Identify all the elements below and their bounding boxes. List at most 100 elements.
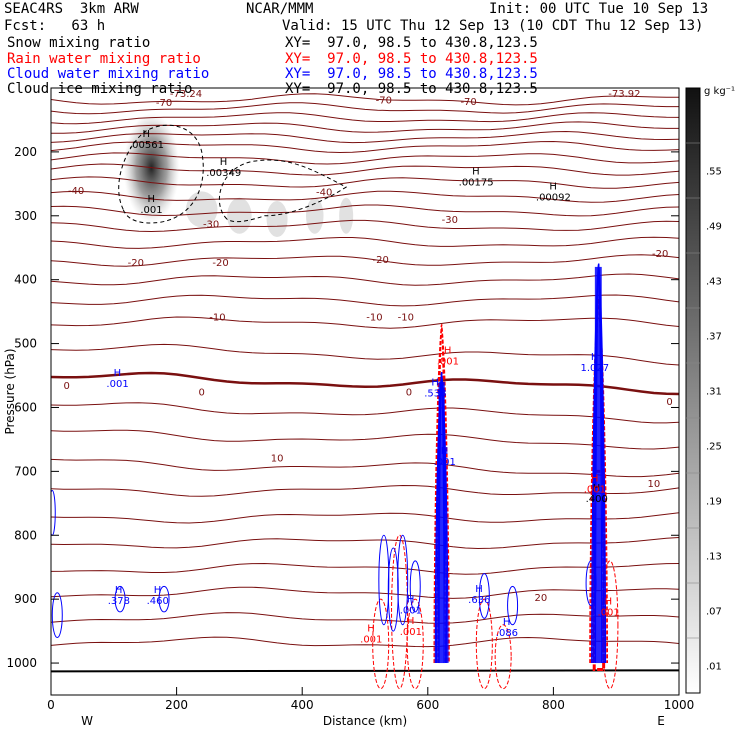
x-axis-label: Distance (km): [323, 714, 407, 728]
temperature-label: -20: [652, 249, 668, 260]
cloud-core: [438, 381, 445, 664]
temperature-line: [51, 204, 679, 217]
temperature-line: [51, 429, 679, 450]
maximum-marker: H: [147, 194, 155, 205]
y-tick-label: 800: [14, 528, 37, 542]
maximum-label: .460: [147, 596, 169, 607]
temperature-label: -70: [376, 96, 392, 107]
temperature-label: -70: [156, 98, 172, 109]
colorbar-tick-label: .19: [706, 497, 722, 508]
cloud-cell: [478, 573, 490, 619]
field-snow-name: Snow mixing ratio: [7, 35, 151, 51]
y-tick-label: 700: [14, 464, 37, 478]
maximum-label: .538: [424, 389, 446, 400]
forecast-hour: Fcst: 63 h: [4, 18, 106, 34]
maximum-marker: H: [441, 446, 449, 457]
colorbar-tick-label: .31: [706, 387, 722, 398]
temperature-line: [51, 254, 679, 267]
maximum-marker: H: [114, 368, 122, 379]
maximum-marker: H: [407, 595, 415, 606]
temperature-line: [51, 294, 679, 307]
field-cloud-name: Cloud water mixing ratio: [7, 66, 210, 82]
maximum-label: .00349: [206, 168, 241, 179]
maximum-marker: H: [431, 378, 439, 389]
maximum-label: .00092: [536, 192, 571, 203]
cloud-tower: [434, 372, 449, 664]
x-tick-label: 200: [165, 698, 188, 712]
cloud-tower: [591, 263, 607, 664]
rain-cell: [494, 624, 512, 690]
maximum-marker: H: [605, 597, 613, 608]
x-tick-label: 400: [291, 698, 314, 712]
temperature-line: [51, 176, 679, 189]
temperature-contours: [51, 93, 679, 673]
temperature-line: [51, 636, 679, 648]
init-time: Init: 00 UTC Tue 10 Sep 13: [489, 1, 709, 17]
maximum-label: .001: [360, 634, 382, 645]
temperature-line: [51, 219, 679, 233]
west-label: W: [81, 714, 93, 728]
cloud-cell: [585, 560, 597, 607]
field-ice-xy: XY= 97.0, 98.5 to 430.8,123.5: [285, 81, 538, 97]
ice-outline-west: [118, 124, 204, 224]
cloud-cell: [397, 534, 409, 626]
maximum-label: .001: [106, 379, 128, 390]
snow-patch: [266, 200, 288, 237]
field-cloud-xy: XY= 97.0, 98.5 to 430.8,123.5: [285, 66, 538, 82]
temperature-label: 0: [666, 397, 672, 408]
maximum-marker: H: [591, 473, 599, 484]
rain-tower: [589, 298, 609, 664]
y-tick-label: 900: [14, 592, 37, 606]
colorbar-tick-label: .07: [706, 607, 722, 618]
colorbar-tick-label: .55: [706, 167, 722, 178]
rain-cell: [372, 598, 390, 690]
maximum-label: .00561: [129, 140, 164, 151]
snow-patch: [227, 197, 252, 234]
temperature-label: -10: [398, 313, 414, 324]
temperature-line: [51, 130, 679, 144]
maximum-marker: H: [367, 623, 375, 634]
temperature-label: 10: [648, 479, 661, 490]
y-tick-label: 600: [14, 400, 37, 414]
maximum-marker: H: [407, 616, 415, 627]
cloud-cell: [409, 560, 421, 613]
rain-cell: [406, 598, 424, 690]
temperature-label: 20: [534, 593, 547, 604]
rain-cell: [601, 560, 619, 690]
temperature-label: 10: [271, 453, 284, 464]
maximum-label: .00175: [459, 178, 494, 189]
cloud-cell: [51, 592, 63, 638]
y-tick-label: 1000: [6, 656, 37, 670]
maximum-marker: H: [549, 181, 557, 192]
temperature-line: [51, 316, 679, 329]
surface-line: [51, 669, 679, 673]
maximum-label: .001: [584, 484, 606, 495]
plot-frame: [50, 87, 680, 696]
field-rain-name: Rain water mixing ratio: [7, 51, 201, 67]
x-tick-label: 0: [47, 698, 55, 712]
temperature-line: [51, 586, 679, 599]
y-tick-label: 200: [14, 145, 37, 159]
x-tick-label: 1000: [664, 698, 695, 712]
temperature-label: 0: [199, 388, 205, 399]
temperature-line: [51, 112, 679, 125]
maximum-label: .001: [437, 357, 459, 368]
x-tick-label: 800: [542, 698, 565, 712]
temperature-line: [51, 163, 679, 176]
temperature-line: [51, 121, 679, 134]
temperature-line: [51, 102, 679, 115]
snow-patch: [339, 197, 354, 234]
temperature-line: [51, 537, 679, 550]
maximum-label: .001: [140, 205, 162, 216]
rain-cell: [475, 598, 493, 690]
maximum-marker: H: [591, 352, 599, 363]
temperature-label: 0: [64, 381, 70, 392]
temperature-line: [51, 273, 679, 286]
contour-labels: -70 -70 -70 -40 -40 -30 -30 -20 -20 -20 -20 -10 -10 -…: [64, 89, 673, 645]
org-title: NCAR/MMM: [246, 1, 314, 17]
maximum-label: .378: [108, 596, 130, 607]
cloud-cell: [114, 585, 126, 613]
maximum-marker: H: [115, 585, 123, 596]
temperature-label: -30: [442, 215, 458, 226]
temperature-line: [51, 236, 679, 249]
